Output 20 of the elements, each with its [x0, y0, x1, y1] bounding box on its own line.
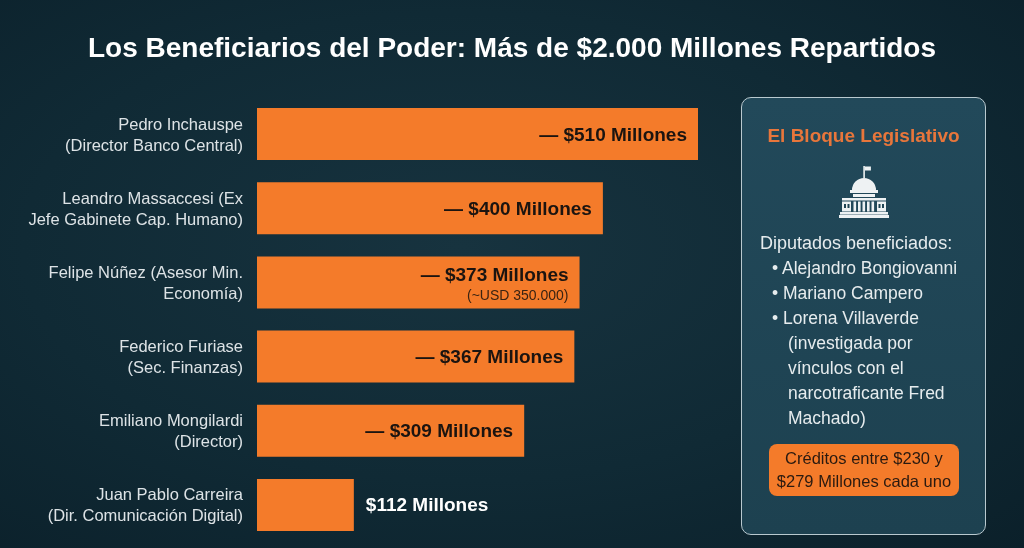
- y-tick-label: Juan Pablo Carreira (Dir. Comunicación Digital): [47, 485, 244, 525]
- data-label: — $373 Millones: [420, 263, 569, 285]
- text: • Lorena Villaverde (investigada por vínculos con el narcotraficante Fred Machado): [772, 307, 946, 430]
- y-tick-label: Leandro Massaccesi (Ex Jefe Gabinete Cap. Humano): [28, 188, 244, 228]
- text: • Mariano Campero: [772, 282, 925, 305]
- text: El Bloque Legislativo: [766, 125, 961, 147]
- text: • Alejandro Bongiovanni: [772, 257, 959, 280]
- data-label: $112 Millones: [365, 494, 489, 516]
- data-label: — $510 Millones: [539, 123, 687, 145]
- y-tick-label: Pedro Inchauspe (Director Banco Central): [65, 114, 243, 154]
- data-label: — $367 Millones: [415, 346, 564, 368]
- data-label: — $309 Millones: [365, 420, 514, 442]
- data-label: — $400 Millones: [444, 197, 592, 219]
- y-tick-label: Emiliano Mongilardi (Director): [99, 411, 243, 451]
- chart-title: Los Beneficiarios del Poder: Más de $2.000 Millones Repartidos: [87, 31, 937, 63]
- y-tick-label: Felipe Núñez (Asesor Min. Economía): [48, 262, 243, 302]
- note-box: Créditos entre $230 y $279 Millones cada uno: [769, 444, 959, 496]
- y-tick-label: Federico Furiase (Sec. Finanzas): [119, 337, 243, 377]
- annotation: (~USD 350.000): [466, 287, 569, 304]
- text: Diputados beneficiados:: [759, 232, 954, 255]
